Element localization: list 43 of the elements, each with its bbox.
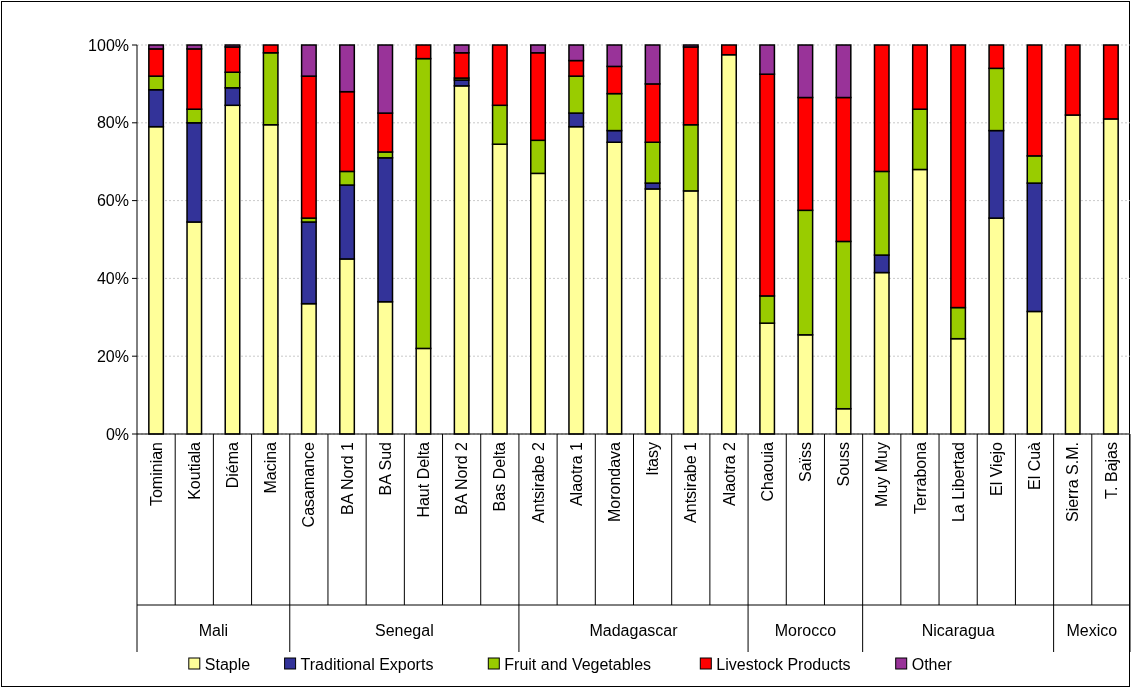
x-tick-label: T. Bajas <box>1102 442 1120 499</box>
x-tick-label: Tominian <box>147 442 165 507</box>
text: Mexico <box>1066 622 1118 639</box>
x-tick-label: Antsirabe 2 <box>529 441 547 523</box>
x-tick-label: BA Nord 1 <box>338 441 356 515</box>
x-tick-label: Saïss <box>796 442 814 483</box>
y-tick-label: 100% <box>88 36 129 54</box>
text: Senegal <box>374 622 434 639</box>
x-tick-label: Muy Muy <box>873 442 891 507</box>
y-tick-label: 40% <box>96 270 129 287</box>
y-tick-label: 0% <box>105 425 129 443</box>
x-tick-label: Koutiala <box>185 441 203 500</box>
x-tick-label: Alaotra 1 <box>567 441 585 507</box>
x-tick-label: Diéma <box>224 441 242 489</box>
text: Madagascar <box>589 622 679 639</box>
x-tick-label: El Viejo <box>987 441 1005 496</box>
x-tick-label: Macina <box>262 441 280 494</box>
x-tick-label: Morondava <box>606 441 623 523</box>
text: Morocco <box>774 622 837 639</box>
legend-label: Fruit and Vegetables <box>504 655 652 673</box>
y-tick-label: 60% <box>96 192 129 210</box>
x-tick-label: La Libertad <box>949 442 967 523</box>
x-tick-label: Bas Delta <box>491 441 509 512</box>
y-tick-label: 20% <box>96 347 129 365</box>
text: Mali <box>198 622 229 639</box>
text: Nicaragua <box>921 622 995 639</box>
x-tick-label: Souss <box>835 442 853 487</box>
x-tick-label: Casamance <box>300 441 318 528</box>
legend-label: Staple <box>204 655 251 673</box>
y-tick-label: 80% <box>96 114 129 132</box>
x-tick-label: Chaouia <box>758 441 776 502</box>
x-tick-label: Haut Delta <box>415 441 433 518</box>
x-tick-label: El Cuà <box>1026 441 1044 491</box>
x-tick-label: BA Nord 2 <box>453 441 471 515</box>
legend-label: Other <box>911 655 953 673</box>
x-tick-label: Terrabona <box>911 441 929 515</box>
x-tick-label: Antsirabe 1 <box>682 441 700 523</box>
x-tick-label: Itasy <box>644 442 662 476</box>
x-tick-label: Sierra S.M. <box>1064 442 1082 523</box>
x-tick-label: BA Sud <box>376 442 394 496</box>
legend-label: Traditional Exports <box>300 655 434 673</box>
legend-label: Livestock Products <box>716 655 851 673</box>
x-tick-label: Alaotra 2 <box>720 441 738 507</box>
